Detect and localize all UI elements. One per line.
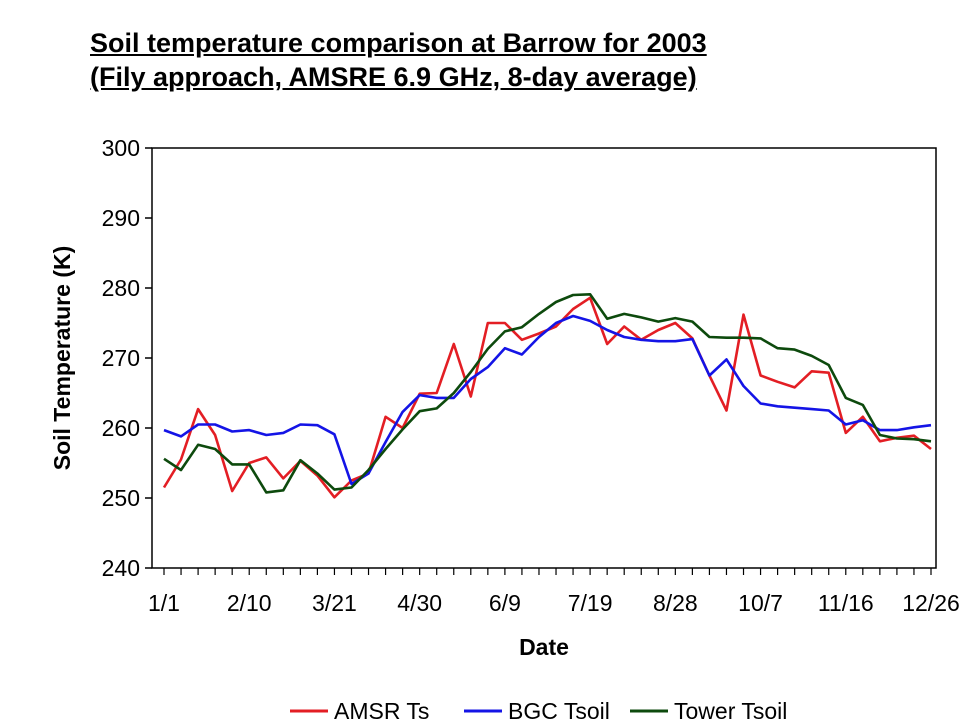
legend-label: Tower Tsoil	[674, 698, 787, 720]
series-line-bgc-tsoil	[163, 314, 932, 486]
x-axis-label: Date	[519, 634, 569, 660]
x-tick-label: 1/1	[148, 590, 180, 616]
chart-title-line-2: (Fily approach, AMSRE 6.9 GHz, 8-day ave…	[90, 62, 697, 92]
x-tick-label: 8/28	[653, 590, 698, 616]
legend: AMSR Ts BGC Tsoil Tower Tsoil	[290, 698, 787, 720]
y-tick-label: 250	[102, 485, 140, 511]
y-tick-label: 240	[102, 555, 140, 581]
x-tick-label: 10/7	[738, 590, 783, 616]
x-tick-label: 2/10	[227, 590, 272, 616]
x-tick-label: 12/26	[902, 590, 960, 616]
chart-title: Soil temperature comparison at Barrow fo…	[90, 26, 707, 94]
y-axis-label: Soil Temperature (K)	[49, 246, 75, 471]
chart-title-line-1: Soil temperature comparison at Barrow fo…	[90, 28, 707, 58]
y-tick-label: 280	[102, 275, 140, 301]
x-tick-label: 6/9	[489, 590, 521, 616]
y-tick-label: 270	[102, 345, 140, 371]
legend-label: AMSR Ts	[334, 698, 429, 720]
series-group	[162, 292, 932, 499]
x-tick-label: 3/21	[312, 590, 357, 616]
y-tick-label: 290	[102, 205, 140, 231]
y-tick-label: 300	[102, 135, 140, 161]
y-axis: 240 250 260 270 280 290 300	[102, 135, 152, 581]
x-tick-label: 11/16	[818, 590, 874, 616]
legend-label: BGC Tsoil	[508, 698, 610, 720]
series-line-tower-tsoil	[163, 292, 932, 494]
x-tick-label: 7/19	[568, 590, 613, 616]
x-axis: 1/1 2/10 3/21 4/30 6/9 7/19 8/28 10/7 11/16 12/26	[148, 568, 960, 616]
plot-area	[151, 147, 937, 569]
y-tick-label: 260	[102, 415, 140, 441]
x-tick-label: 4/30	[397, 590, 442, 616]
